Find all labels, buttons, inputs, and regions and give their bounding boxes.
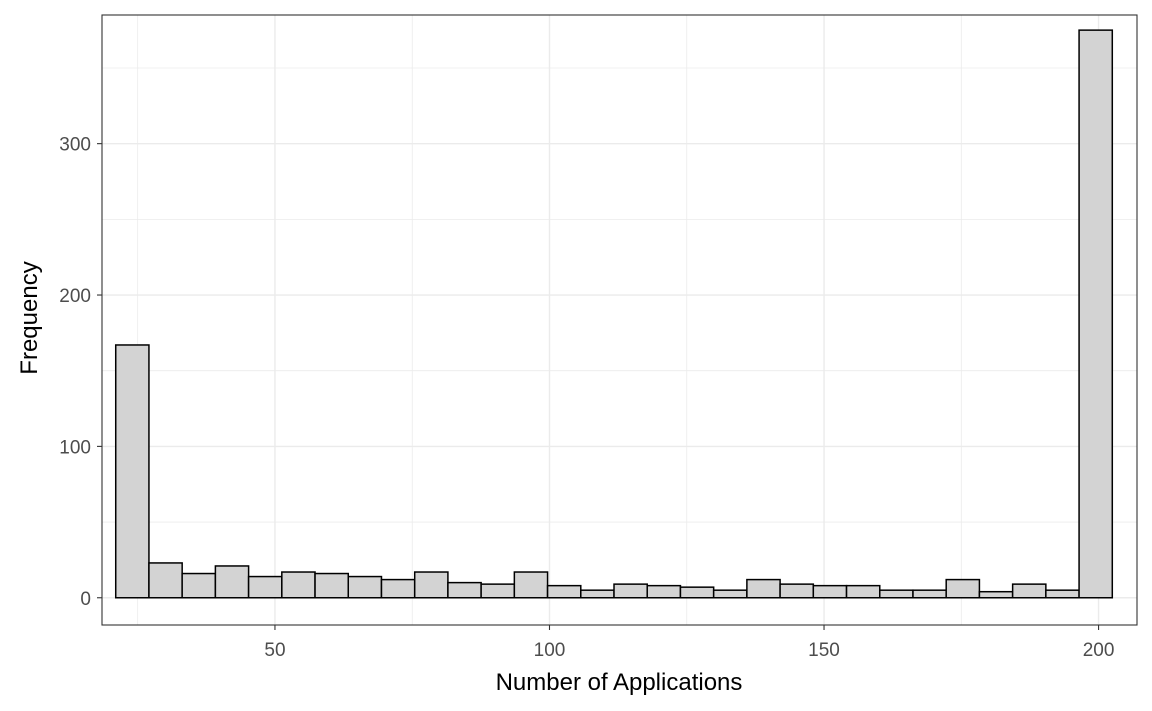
histogram-bar	[679, 586, 715, 599]
x-tick-label: 50	[264, 640, 285, 661]
histogram-bar	[1045, 589, 1080, 599]
panel-border	[101, 14, 1138, 626]
histogram-bar	[281, 571, 316, 599]
y-axis: 0 100 200 300	[59, 135, 102, 610]
histogram-bar	[646, 584, 682, 599]
histogram-bar	[812, 584, 848, 599]
y-axis-title: Frequency	[16, 261, 43, 374]
histogram-bar	[978, 590, 1014, 599]
histogram-bar	[945, 578, 981, 599]
histogram-bar	[347, 575, 383, 599]
x-axis-title: Number of Applications	[496, 669, 743, 696]
histogram-bar	[314, 572, 350, 599]
histogram-bar	[513, 571, 549, 599]
histogram-bar	[779, 583, 815, 599]
histogram-bar	[148, 562, 183, 599]
y-tick-label: 0	[80, 589, 91, 610]
histogram-bar	[181, 572, 217, 599]
histogram-bar	[879, 589, 914, 599]
histogram-bar	[546, 584, 582, 599]
x-tick-label: 200	[1083, 640, 1115, 661]
histogram-bar	[746, 578, 781, 599]
histogram-bar	[1011, 583, 1047, 599]
histogram-bar	[114, 344, 150, 599]
histogram-bar	[214, 565, 250, 599]
x-tick-label: 150	[808, 640, 840, 661]
histogram-bar	[380, 578, 416, 599]
y-tick-label: 100	[59, 437, 91, 458]
x-axis: 50 100 150 200	[264, 625, 1114, 661]
x-tick-label: 100	[534, 640, 566, 661]
histogram-bar	[413, 571, 449, 599]
histogram-bar	[447, 581, 482, 599]
histogram-bars	[114, 29, 1114, 599]
histogram-bar	[613, 583, 648, 599]
histogram-bar	[480, 583, 516, 599]
histogram-bar	[247, 575, 283, 599]
y-tick-label: 200	[59, 286, 91, 307]
histogram-bar	[845, 584, 881, 599]
histogram-bar	[1078, 29, 1114, 599]
histogram-bar	[912, 589, 947, 599]
histogram-bar	[712, 589, 748, 599]
histogram-bar	[580, 589, 615, 599]
y-tick-label: 300	[59, 135, 91, 156]
